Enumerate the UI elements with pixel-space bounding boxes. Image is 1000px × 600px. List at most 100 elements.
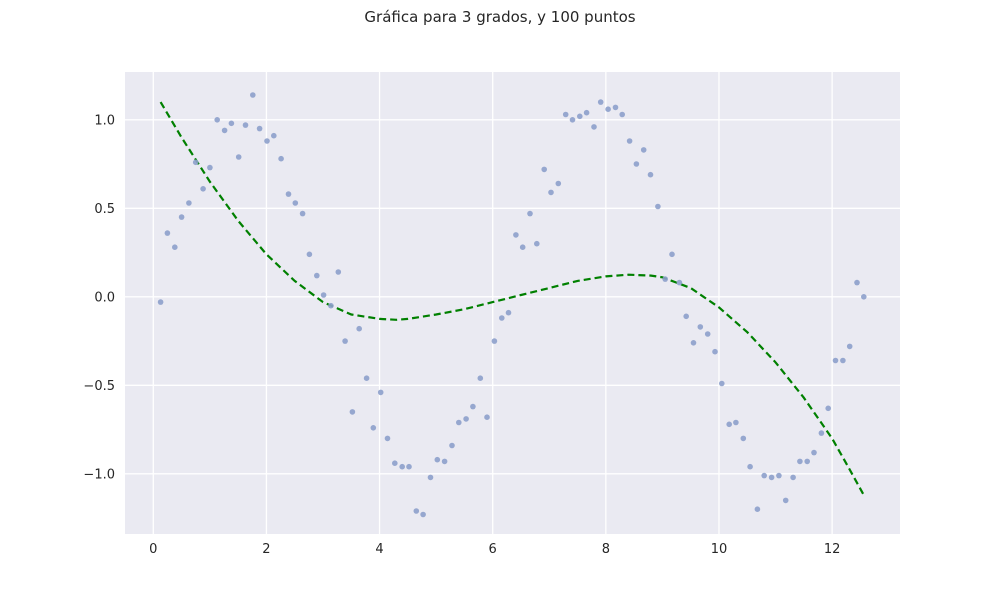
data-point — [363, 375, 370, 382]
tick-labels: 0 2 4 6 8 10 12 −1.0 −0.5 0.0 0.5 1.0 — [83, 113, 840, 557]
y-tick-label: −1.0 — [83, 467, 115, 482]
data-point — [619, 111, 625, 118]
data-point — [683, 313, 689, 320]
data-point — [541, 166, 547, 173]
data-point — [704, 331, 711, 337]
data-point — [726, 421, 732, 428]
data-point — [583, 109, 590, 116]
data-point — [264, 138, 270, 144]
data-point — [740, 435, 747, 442]
data-point — [804, 458, 810, 465]
data-point — [292, 200, 299, 206]
y-tick-label: 0.0 — [94, 290, 115, 305]
x-tick-label: 2 — [262, 542, 270, 557]
chart-title: Gráfica para 3 grados, y 100 puntos — [364, 8, 636, 26]
data-point — [207, 164, 213, 171]
data-point — [818, 430, 825, 436]
data-point — [214, 117, 220, 123]
data-point — [534, 240, 540, 247]
data-point — [768, 474, 775, 481]
data-point — [861, 294, 867, 300]
data-point — [733, 419, 739, 426]
data-point — [349, 409, 356, 415]
data-point — [399, 463, 406, 470]
data-point — [164, 230, 171, 236]
data-point — [776, 472, 782, 479]
data-point — [697, 324, 704, 330]
data-point — [456, 419, 462, 426]
data-point — [235, 154, 242, 160]
data-point — [186, 200, 192, 206]
plot-area — [125, 72, 900, 534]
data-point — [519, 244, 526, 250]
data-point — [377, 389, 384, 396]
data-point — [256, 125, 263, 132]
data-point — [712, 348, 718, 355]
y-tick-label: 1.0 — [94, 113, 115, 128]
data-point — [577, 113, 583, 120]
data-point — [491, 338, 498, 344]
data-point — [299, 210, 306, 217]
data-point — [250, 92, 256, 98]
data-point — [178, 214, 185, 220]
data-point — [228, 120, 235, 127]
data-point — [690, 340, 697, 346]
data-point — [811, 449, 817, 456]
data-point — [669, 251, 675, 258]
x-tick-label: 12 — [824, 542, 841, 557]
data-point — [192, 159, 199, 166]
data-point — [854, 279, 860, 286]
data-point — [597, 99, 604, 105]
data-point — [527, 210, 533, 217]
fit-curve — [159, 101, 865, 496]
data-point — [612, 104, 619, 111]
data-point — [278, 155, 284, 162]
data-point — [314, 272, 320, 279]
data-point — [655, 203, 661, 210]
data-point — [640, 147, 647, 153]
data-point — [157, 299, 164, 305]
data-point — [505, 309, 512, 316]
data-point — [427, 474, 434, 481]
data-point — [463, 416, 469, 422]
data-point — [342, 338, 348, 344]
data-point — [662, 276, 668, 282]
data-point — [449, 442, 455, 449]
data-point — [633, 161, 640, 167]
data-point — [761, 472, 767, 479]
data-point — [647, 171, 654, 178]
data-point — [413, 508, 420, 514]
data-point — [172, 244, 178, 250]
data-point — [406, 463, 412, 470]
data-point — [790, 474, 796, 481]
fit-line — [159, 101, 865, 496]
data-point — [335, 269, 342, 275]
y-tick-label: −0.5 — [83, 379, 115, 394]
data-point — [320, 292, 327, 298]
data-point — [499, 315, 505, 321]
data-point — [513, 232, 519, 238]
data-point — [384, 435, 391, 442]
data-point — [548, 189, 554, 196]
data-point — [434, 456, 441, 463]
data-point — [840, 357, 846, 364]
data-point — [605, 106, 611, 112]
data-point — [782, 497, 789, 504]
data-point — [285, 191, 292, 197]
data-point — [242, 122, 249, 128]
data-point — [846, 343, 853, 350]
data-point — [200, 186, 206, 192]
data-points — [157, 92, 867, 518]
data-point — [754, 506, 761, 512]
data-point — [676, 279, 683, 286]
y-tick-label: 0.5 — [94, 202, 115, 217]
data-point — [484, 414, 490, 421]
data-point — [719, 380, 725, 387]
data-point — [797, 458, 803, 465]
x-tick-label: 0 — [149, 542, 157, 557]
data-point — [392, 460, 398, 467]
data-point — [306, 251, 313, 258]
x-tick-label: 4 — [375, 542, 383, 557]
data-point — [626, 138, 633, 144]
